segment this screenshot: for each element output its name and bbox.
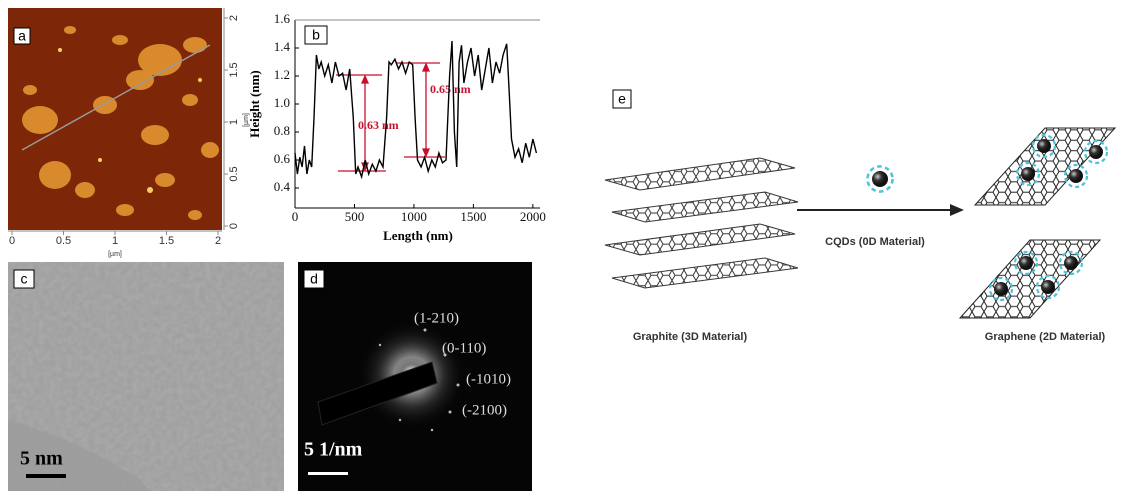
scale-bar	[308, 472, 348, 475]
x-axis-label: Length (nm)	[383, 228, 453, 243]
scale-bar-label: 5 nm	[20, 448, 63, 470]
x-tick-label: 500	[345, 209, 365, 224]
panel-label-box	[13, 269, 35, 289]
diffraction-spots	[368, 328, 460, 432]
x-tick-label: 1	[112, 235, 118, 247]
panel-a: a [µm] [µm]	[8, 8, 250, 258]
caption: Graphite (3D Material)	[633, 331, 748, 343]
profile-line	[21, 44, 211, 151]
panel-label-box	[13, 27, 31, 45]
caption: Graphene (2D Material)	[985, 331, 1106, 343]
y-tick-label: 1.4	[274, 39, 291, 54]
graphene-sheet	[973, 127, 1117, 206]
x-tick-label: 1000	[401, 209, 427, 224]
panel-label: d	[310, 271, 318, 287]
panel-label: b	[312, 27, 320, 43]
panel-label-box	[612, 89, 632, 109]
y-tick-label: 0.5	[228, 166, 240, 181]
annotation: 0.63 nm	[358, 118, 399, 132]
y-tick-label: 1.5	[228, 62, 240, 77]
annotation: 0.65 nm	[430, 82, 471, 96]
spot-label: (1-210)	[414, 310, 459, 326]
profile-line	[294, 40, 538, 180]
y-tick-label: 2	[228, 15, 240, 21]
y-tick-label: 1.6	[274, 11, 291, 26]
y-axis-label: Height (nm)	[247, 70, 262, 138]
y-tick-label: 0.4	[274, 179, 291, 194]
y-axis-label: [µm]	[243, 113, 250, 127]
scale-bar	[26, 474, 66, 478]
y-tick-label: 1.2	[274, 67, 290, 82]
y-tick-label: 0.6	[274, 151, 291, 166]
spot-label: (-1010)	[466, 371, 511, 387]
panel-label-box	[304, 25, 328, 45]
x-tick-label: 0	[292, 209, 299, 224]
graphite-stack	[604, 157, 799, 289]
y-tick-label: 0	[228, 223, 240, 229]
panel-label-box	[303, 269, 325, 289]
panel-e: e CQDs (0D Material) Graphite (3D Materi…	[604, 89, 1117, 343]
x-tick-label: 2000	[520, 209, 546, 224]
cqd-icon	[866, 165, 894, 193]
panel-c: c 5 nm	[8, 262, 284, 491]
x-axis-label: [µm]	[108, 251, 122, 258]
spot-label: (0-110)	[442, 340, 486, 356]
graphene-sheet	[958, 239, 1102, 319]
x-tick-label: 0	[9, 235, 15, 247]
afm-flakes	[22, 26, 219, 220]
scale-bar-label: 5 1/nm	[304, 439, 363, 461]
panel-d: d (1-210) (0-110) (-1010) (-2100) 5 1/nm	[298, 262, 532, 491]
afm-particles	[58, 48, 202, 193]
y-tick-label: 1	[228, 119, 240, 125]
spot-label: (-2100)	[462, 402, 507, 418]
x-tick-label: 1500	[460, 209, 486, 224]
y-tick-label: 1.0	[274, 95, 290, 110]
tem-edge	[8, 420, 150, 491]
panel-b: b Length (nm) Height (nm) 0.63 nm 0.65 n…	[247, 25, 471, 243]
arrow-label: CQDs (0D Material)	[825, 236, 925, 248]
arrow-head	[950, 204, 964, 216]
beam-stopper	[317, 361, 438, 426]
panel-label: e	[618, 91, 626, 107]
panel-label: c	[21, 271, 28, 287]
x-tick-label: 2	[215, 235, 221, 247]
x-tick-label: 1.5	[159, 235, 174, 247]
y-tick-label: 0.8	[274, 123, 290, 138]
x-tick-label: 0.5	[56, 235, 71, 247]
panel-label: a	[18, 28, 26, 44]
